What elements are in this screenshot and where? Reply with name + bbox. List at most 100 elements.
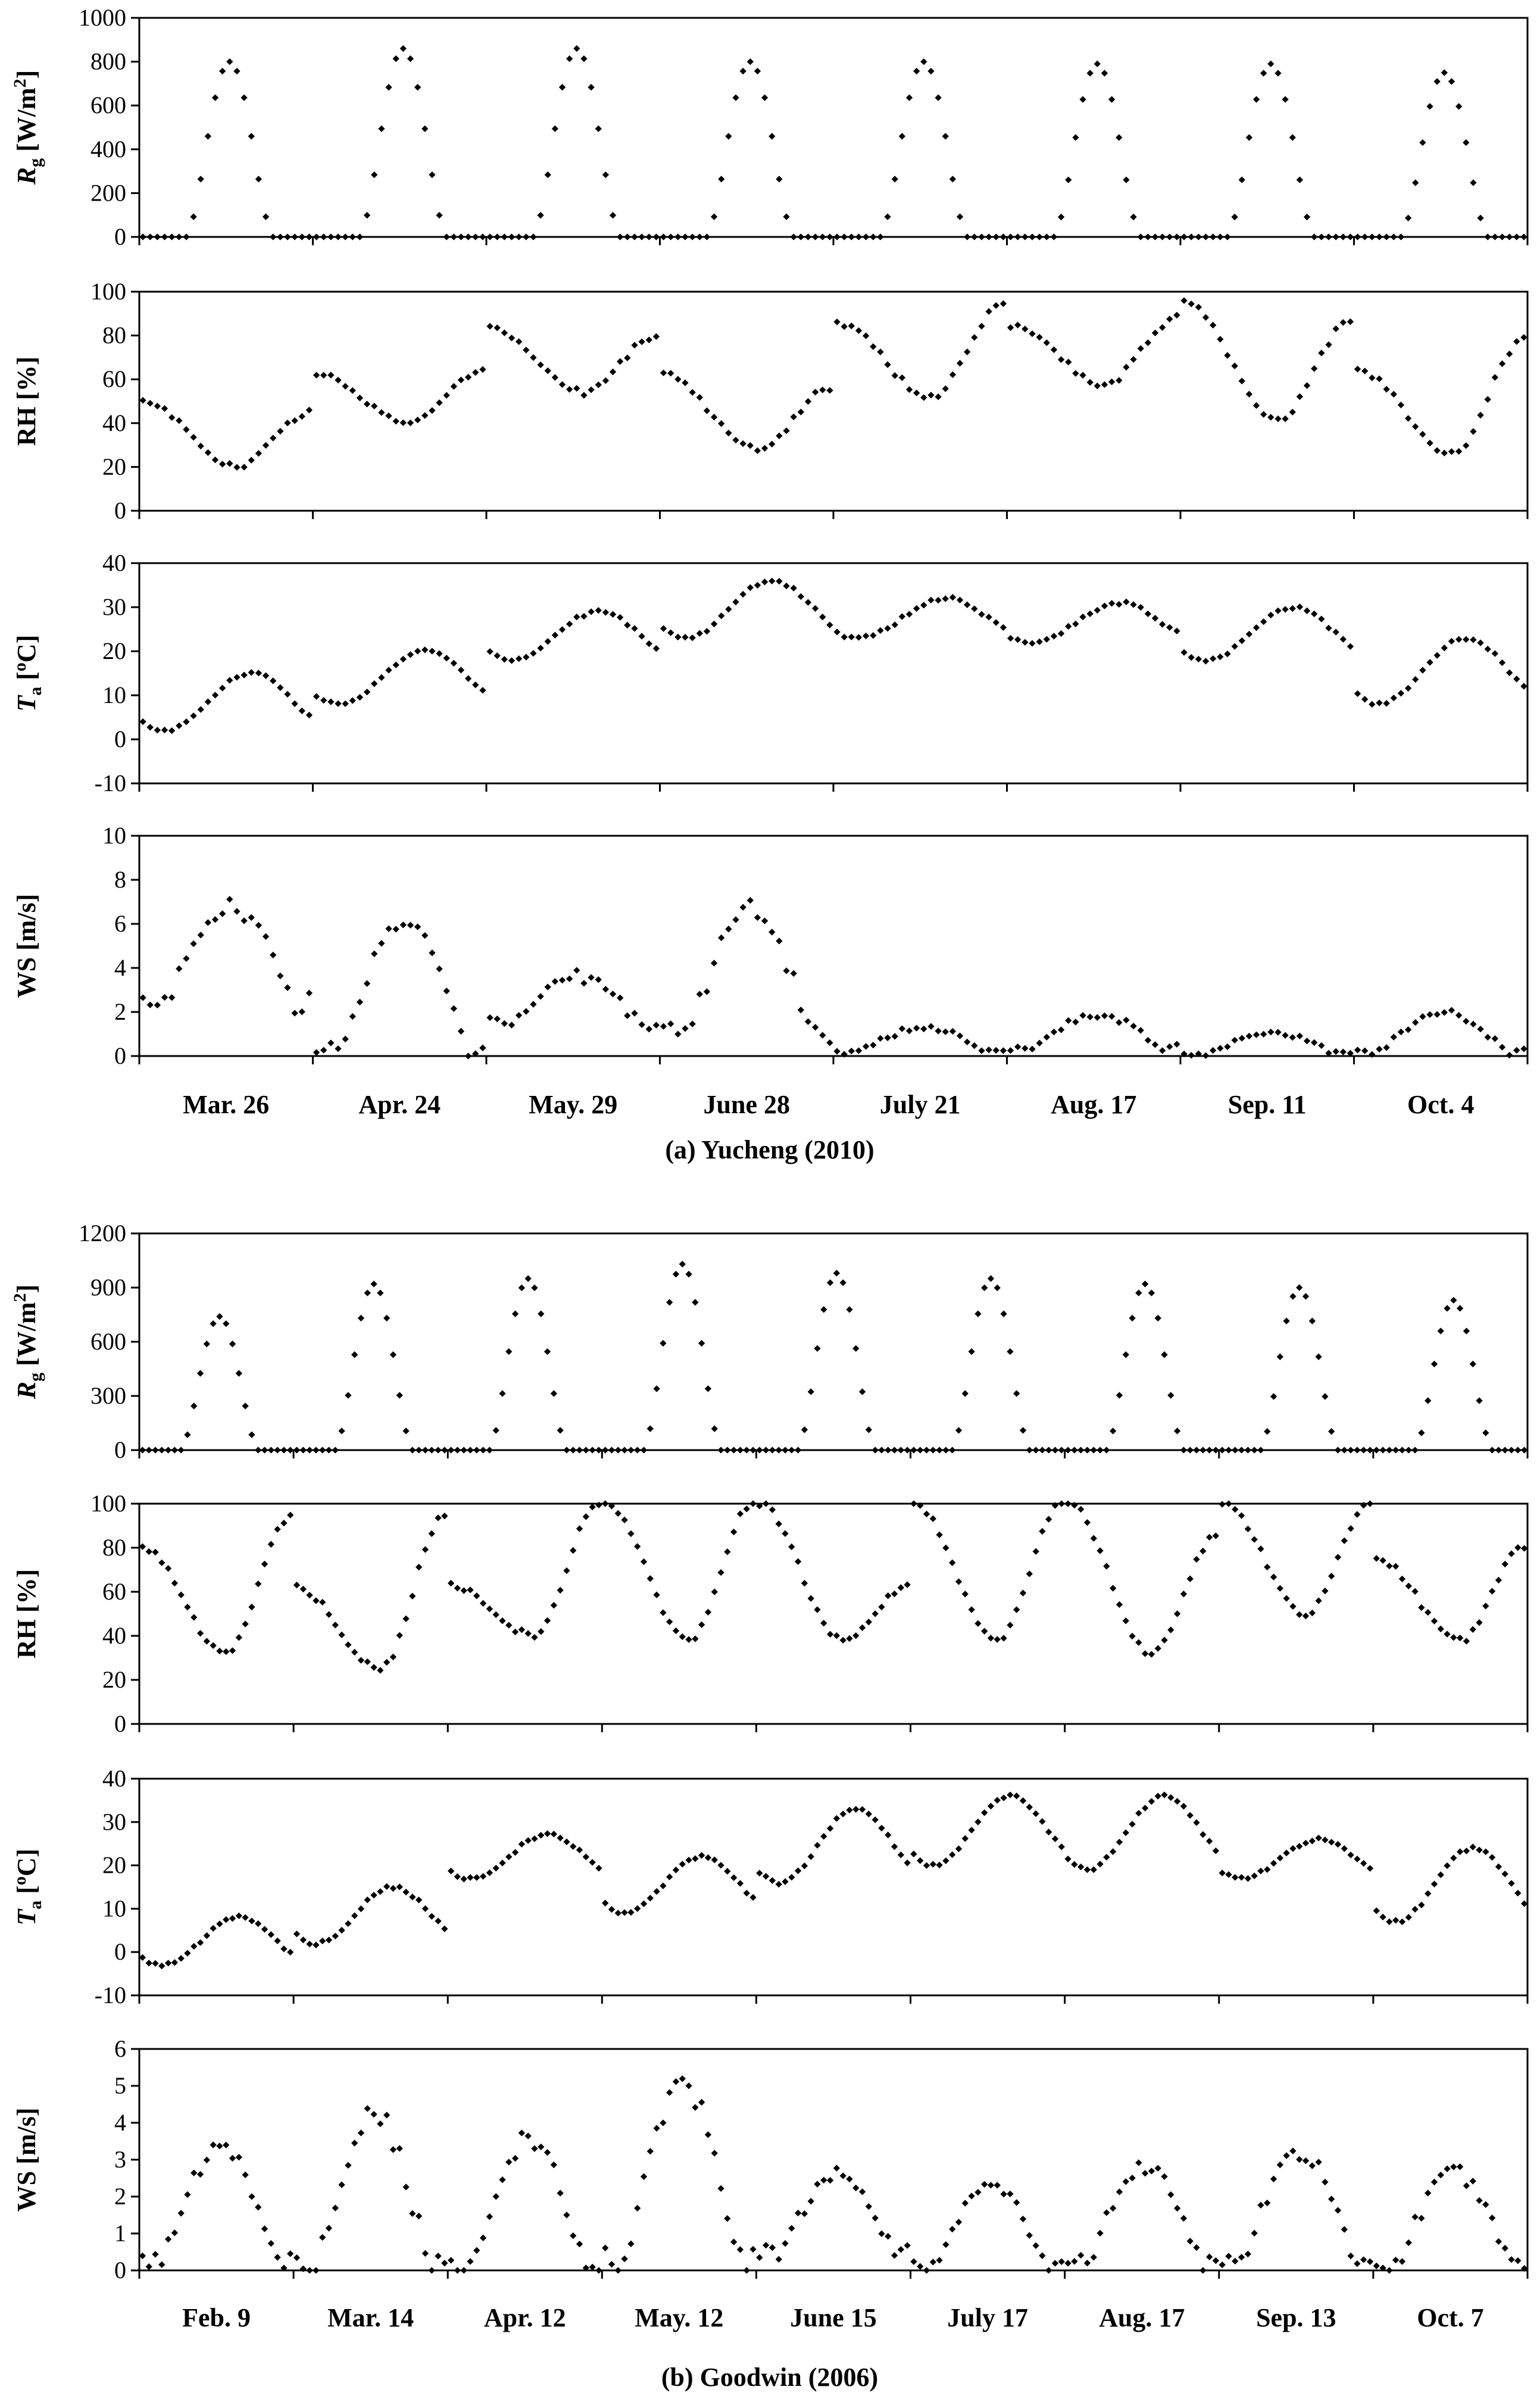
data-point <box>929 1447 936 1454</box>
data-point <box>1450 1634 1457 1641</box>
data-point <box>1212 1447 1220 1454</box>
data-point <box>992 1047 999 1054</box>
data-point <box>667 1020 674 1027</box>
data-point <box>1339 319 1347 326</box>
data-point <box>1231 363 1238 370</box>
data-point <box>450 1005 458 1012</box>
data-point <box>261 2225 268 2232</box>
data-point <box>396 1632 403 1639</box>
data-point <box>1244 1875 1252 1882</box>
data-point <box>987 1275 995 1282</box>
data-point <box>949 2226 956 2233</box>
data-point <box>306 1941 313 1948</box>
data-point <box>235 2154 242 2161</box>
data-point <box>183 955 190 962</box>
data-point <box>865 2203 873 2210</box>
data-point <box>1014 1043 1022 1051</box>
data-point <box>645 1026 652 1033</box>
data-point <box>624 621 631 629</box>
data-point <box>223 2141 230 2149</box>
data-point <box>270 435 277 442</box>
data-point <box>472 369 479 376</box>
data-point <box>203 1638 211 1645</box>
data-point <box>1022 325 1029 333</box>
data-point <box>961 1591 969 1598</box>
data-point <box>1202 1052 1210 1059</box>
data-point <box>1224 352 1231 359</box>
data-point <box>1386 2267 1393 2274</box>
data-point <box>1137 233 1144 240</box>
data-point <box>782 1878 789 1885</box>
data-point <box>904 1859 911 1867</box>
day-label: Mar. 26 <box>183 1090 269 1119</box>
data-point <box>833 1048 841 1055</box>
data-point <box>524 1275 532 1282</box>
data-point <box>1275 70 1282 77</box>
data-point <box>769 1447 776 1454</box>
data-point <box>515 338 523 345</box>
data-point <box>1425 1397 1432 1404</box>
data-point <box>1212 2257 1220 2264</box>
data-point <box>518 1626 526 1633</box>
data-point <box>492 1427 499 1434</box>
data-point <box>1441 644 1448 652</box>
data-point <box>473 1592 480 1600</box>
data-point <box>1130 213 1137 221</box>
data-point <box>1390 391 1397 398</box>
data-point <box>994 2182 1001 2189</box>
data-point <box>862 1043 870 1050</box>
data-point <box>762 2242 770 2249</box>
data-point <box>407 55 414 63</box>
series-rg <box>139 1260 1528 1454</box>
data-point <box>429 407 436 414</box>
data-point <box>956 360 964 367</box>
data-point <box>801 1579 808 1587</box>
data-point <box>1425 2189 1432 2197</box>
data-point <box>508 335 516 342</box>
data-point <box>891 1590 898 1598</box>
data-point <box>1505 350 1513 358</box>
data-point <box>870 233 877 240</box>
y-tick-label: 40 <box>102 1622 126 1649</box>
data-point <box>1488 1588 1496 1595</box>
data-point <box>704 2131 712 2138</box>
data-point <box>1455 103 1463 110</box>
data-point <box>634 1905 641 1912</box>
data-point <box>313 1597 320 1604</box>
y-tick-label: 5 <box>114 2072 126 2099</box>
data-point <box>1383 233 1390 240</box>
data-point <box>782 2240 789 2247</box>
data-point <box>839 1279 846 1286</box>
y-tick-label: 300 <box>90 1382 126 1409</box>
data-point <box>1373 1555 1380 1562</box>
data-point <box>580 613 588 620</box>
data-point <box>396 1883 403 1891</box>
data-point <box>1469 1360 1476 1368</box>
data-point <box>1514 2257 1522 2264</box>
data-point <box>718 612 725 620</box>
data-point <box>898 374 906 382</box>
data-point <box>291 417 298 424</box>
data-point <box>557 1834 564 1842</box>
data-point <box>1260 70 1267 77</box>
data-point <box>538 1832 545 1839</box>
data-point <box>776 938 783 945</box>
data-point <box>955 2219 963 2226</box>
y-axis-label: WS [m/s] <box>12 2108 41 2212</box>
data-point <box>371 171 378 179</box>
data-point <box>325 2225 333 2232</box>
data-point <box>1322 1393 1329 1400</box>
data-point <box>608 1447 616 1454</box>
data-point <box>1252 96 1260 103</box>
data-point <box>327 233 335 240</box>
data-point <box>783 427 790 435</box>
data-point <box>161 405 168 412</box>
data-point <box>955 1427 963 1434</box>
data-point <box>1405 1582 1412 1589</box>
data-point <box>1180 1050 1188 1058</box>
data-point <box>313 1941 320 1948</box>
data-point <box>305 989 313 996</box>
data-point <box>1296 2156 1303 2163</box>
data-point <box>364 1289 371 1297</box>
data-point <box>1013 1606 1020 1613</box>
